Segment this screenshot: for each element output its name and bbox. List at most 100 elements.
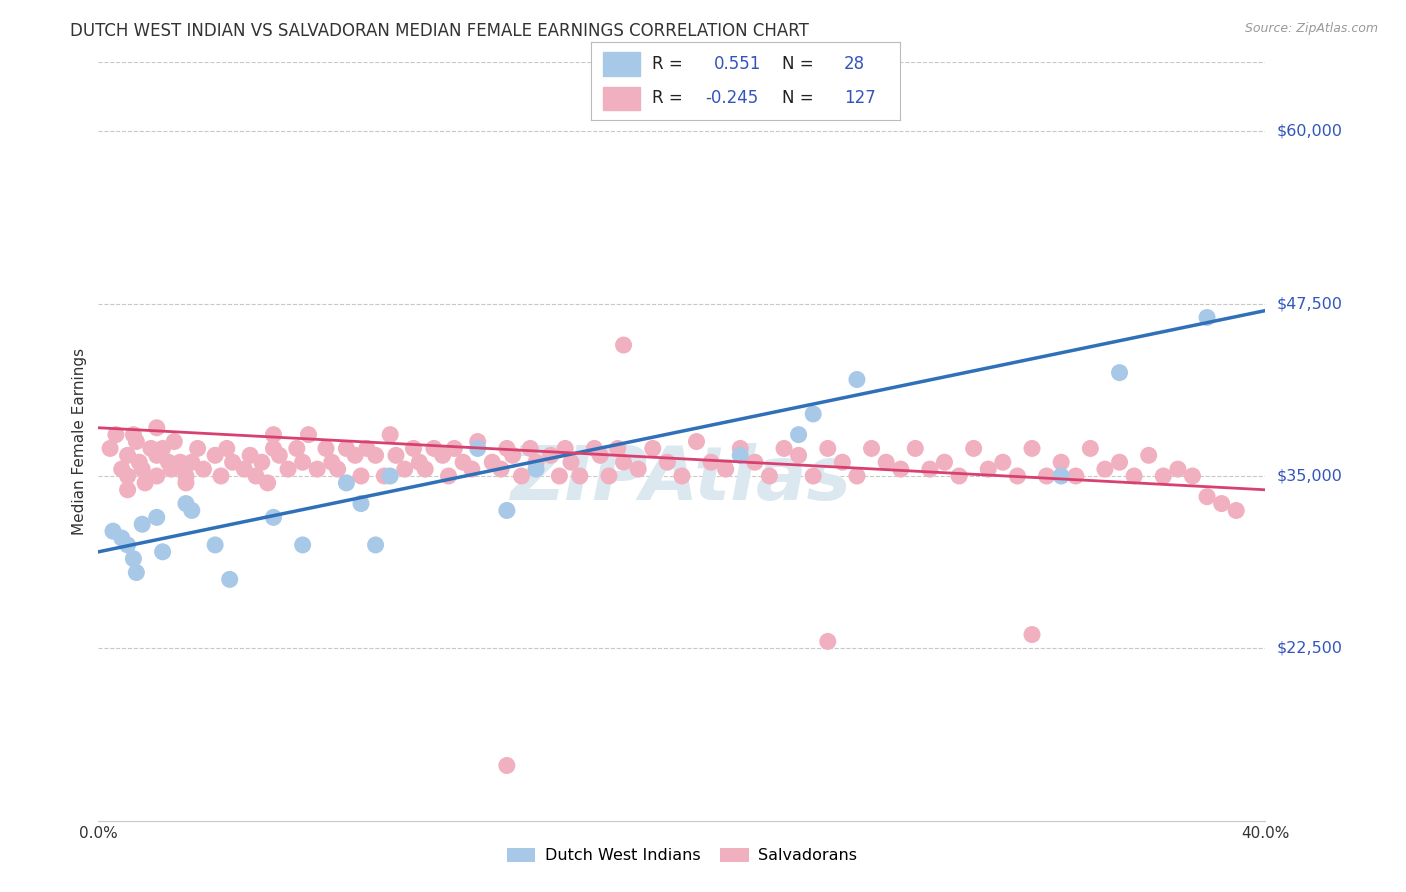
Point — [373, 469, 395, 483]
Point — [269, 448, 291, 462]
Point — [350, 497, 373, 511]
Point — [139, 442, 162, 456]
Point — [209, 469, 232, 483]
Point — [948, 469, 970, 483]
Point — [519, 442, 541, 456]
Point — [846, 469, 869, 483]
Point — [315, 442, 337, 456]
Point — [1152, 469, 1174, 483]
Text: $47,500: $47,500 — [1277, 296, 1343, 311]
Point — [730, 448, 752, 462]
Point — [467, 442, 489, 456]
Text: 127: 127 — [844, 89, 876, 107]
Point — [685, 434, 707, 449]
Point — [160, 462, 183, 476]
Text: DUTCH WEST INDIAN VS SALVADORAN MEDIAN FEMALE EARNINGS CORRELATION CHART: DUTCH WEST INDIAN VS SALVADORAN MEDIAN F… — [70, 22, 810, 40]
Point — [817, 634, 839, 648]
Point — [128, 455, 150, 469]
Point — [606, 442, 628, 456]
Point — [568, 469, 591, 483]
Point — [817, 442, 839, 456]
Point — [730, 442, 752, 456]
Point — [187, 442, 209, 456]
Point — [117, 469, 139, 483]
Point — [831, 455, 853, 469]
Point — [344, 448, 367, 462]
Text: R =: R = — [652, 89, 689, 107]
Point — [589, 448, 612, 462]
Point — [846, 372, 869, 386]
Point — [1137, 448, 1160, 462]
Point — [489, 462, 512, 476]
Point — [364, 448, 387, 462]
Point — [180, 455, 202, 469]
Point — [524, 455, 547, 469]
Point — [461, 462, 484, 476]
Point — [218, 573, 240, 587]
Point — [875, 455, 897, 469]
Point — [1181, 469, 1204, 483]
Point — [385, 448, 408, 462]
Point — [180, 503, 202, 517]
Point — [1108, 455, 1130, 469]
Point — [1195, 310, 1218, 325]
Point — [163, 434, 186, 449]
Point — [413, 462, 436, 476]
Text: N =: N = — [782, 55, 820, 73]
Text: -0.245: -0.245 — [704, 89, 758, 107]
Point — [125, 566, 148, 580]
Point — [801, 469, 824, 483]
Point — [934, 455, 956, 469]
Point — [104, 427, 127, 442]
Point — [174, 497, 197, 511]
Point — [307, 462, 329, 476]
Point — [443, 442, 465, 456]
Point — [714, 462, 737, 476]
Point — [758, 469, 780, 483]
Point — [612, 455, 634, 469]
Point — [350, 469, 373, 483]
Point — [554, 442, 576, 456]
Point — [1007, 469, 1029, 483]
Point — [146, 448, 169, 462]
Point — [481, 455, 503, 469]
Point — [598, 469, 620, 483]
Point — [117, 483, 139, 497]
Point — [918, 462, 941, 476]
Point — [321, 455, 343, 469]
Point — [245, 469, 267, 483]
Point — [174, 469, 197, 483]
Point — [657, 455, 679, 469]
Point — [117, 538, 139, 552]
Point — [262, 427, 284, 442]
Point — [904, 442, 927, 456]
Text: N =: N = — [782, 89, 820, 107]
Point — [1064, 469, 1087, 483]
Point — [146, 510, 169, 524]
Point — [1035, 469, 1057, 483]
Point — [548, 469, 571, 483]
Point — [496, 503, 519, 517]
Point — [101, 524, 124, 538]
Point — [291, 455, 314, 469]
Point — [221, 455, 243, 469]
Point — [1080, 442, 1102, 456]
Point — [1050, 469, 1073, 483]
Point — [193, 462, 215, 476]
Point — [250, 455, 273, 469]
Point — [408, 455, 430, 469]
Point — [262, 510, 284, 524]
Y-axis label: Median Female Earnings: Median Female Earnings — [72, 348, 87, 535]
Point — [364, 538, 387, 552]
Point — [451, 455, 474, 469]
Point — [262, 442, 284, 456]
Point — [157, 455, 180, 469]
Point — [335, 475, 357, 490]
Point — [432, 448, 454, 462]
Point — [496, 758, 519, 772]
Point — [467, 434, 489, 449]
Bar — [603, 52, 640, 76]
Point — [169, 455, 191, 469]
Point — [402, 442, 425, 456]
Point — [233, 462, 256, 476]
